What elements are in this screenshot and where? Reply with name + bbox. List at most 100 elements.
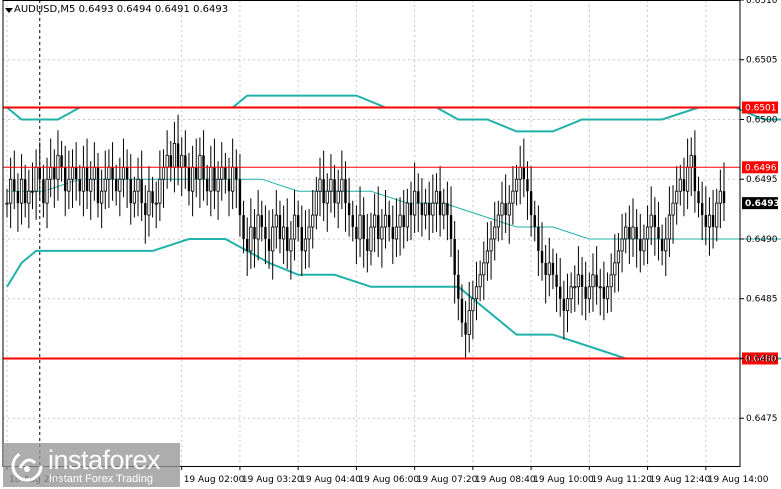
candle-body-bull xyxy=(573,286,577,289)
symbol-dropdown-icon[interactable] xyxy=(5,8,13,13)
candle xyxy=(645,205,650,265)
candle xyxy=(220,142,224,201)
candle xyxy=(89,161,93,220)
candle xyxy=(249,198,253,269)
candle-body-bull xyxy=(616,250,621,264)
candle xyxy=(78,164,81,206)
candle xyxy=(180,137,184,196)
candle-body-bull xyxy=(645,226,650,240)
candle xyxy=(362,197,365,268)
candle-body-bear xyxy=(449,215,453,239)
candle-body-bull xyxy=(132,190,136,204)
x-tick-label: 19 Aug 14:00 xyxy=(708,475,769,485)
candle-body-bull xyxy=(394,226,399,240)
candle xyxy=(707,197,712,256)
candle xyxy=(151,176,154,218)
price-levels: 0.6501 0.6496 0.6480 xyxy=(3,101,778,365)
candle-body-bull xyxy=(609,274,613,288)
candle xyxy=(496,200,500,242)
candle xyxy=(111,142,114,201)
candle xyxy=(125,149,129,208)
candle xyxy=(431,174,435,233)
chart-frame xyxy=(2,0,741,467)
candle-body-bear xyxy=(296,215,300,228)
candle xyxy=(227,157,231,217)
candle-body-bull xyxy=(605,286,610,300)
candle xyxy=(631,198,635,257)
candle xyxy=(405,188,409,242)
x-tick-label: 19 Aug 08:40 xyxy=(475,475,536,485)
candle xyxy=(242,200,245,254)
candle xyxy=(195,138,198,198)
candle-body-bear xyxy=(504,203,507,216)
candle-body-bull xyxy=(121,166,126,180)
candle xyxy=(121,138,126,198)
candle-body-bear xyxy=(355,227,358,239)
candle xyxy=(161,149,166,208)
candle xyxy=(387,200,391,242)
candle xyxy=(333,164,336,218)
candle xyxy=(413,162,417,233)
candle-body-bull xyxy=(191,166,195,192)
candle-body-bear xyxy=(129,179,132,204)
candle xyxy=(464,301,467,360)
candle xyxy=(264,205,267,265)
candle-body-bear xyxy=(438,191,442,216)
candle xyxy=(511,166,515,225)
level-price-label: 0.6496 xyxy=(745,163,777,173)
candle xyxy=(711,189,715,249)
x-tick-label: 19 Aug 02:00 xyxy=(184,475,245,485)
candle xyxy=(667,186,672,257)
candle xyxy=(256,189,260,261)
candle-body-bull xyxy=(165,154,169,168)
candle xyxy=(322,150,325,222)
candle xyxy=(165,130,169,189)
candle-body-bear xyxy=(464,322,467,335)
candle-body-bear xyxy=(184,155,187,168)
candle xyxy=(176,114,180,186)
y-tick-label: 0.6490 xyxy=(746,235,778,245)
candle-body-bear xyxy=(111,167,114,180)
candle xyxy=(30,162,35,210)
candle xyxy=(682,157,686,217)
candle xyxy=(580,256,584,316)
candle xyxy=(271,209,275,280)
candle-body-bull xyxy=(292,214,297,240)
candle-body-bull xyxy=(678,178,682,192)
candle-body-bear xyxy=(242,215,245,239)
candle xyxy=(605,272,610,314)
candle-body-bear xyxy=(526,179,529,192)
candle xyxy=(537,205,540,277)
candle xyxy=(45,157,49,229)
candle xyxy=(693,130,697,213)
candle-body-bear xyxy=(635,227,638,239)
candle xyxy=(471,280,475,340)
candle xyxy=(329,154,333,213)
candle xyxy=(514,164,519,206)
candle xyxy=(598,268,602,316)
candle xyxy=(518,145,522,205)
candle-body-bear xyxy=(176,143,180,168)
candle-body-bull xyxy=(30,190,35,193)
candle-body-bull xyxy=(514,178,519,192)
y-tick-label: 0.6500 xyxy=(746,115,778,125)
candle xyxy=(704,186,708,245)
candle-body-bull xyxy=(587,286,591,300)
candle-body-bull xyxy=(500,202,504,216)
candle-body-bull xyxy=(715,202,719,228)
candle xyxy=(417,173,420,232)
candle-body-bull xyxy=(180,154,184,168)
candle xyxy=(398,197,402,256)
level-price-tag xyxy=(742,101,778,114)
candle-body-bear xyxy=(278,215,282,239)
candle xyxy=(347,178,351,237)
candle-body-bear xyxy=(540,250,544,263)
candle-body-bear xyxy=(602,286,606,299)
candle xyxy=(38,142,41,201)
candle-body-bull xyxy=(249,226,253,252)
candle xyxy=(27,169,31,229)
candle xyxy=(628,205,631,265)
candle xyxy=(427,181,431,241)
candle xyxy=(53,149,56,208)
